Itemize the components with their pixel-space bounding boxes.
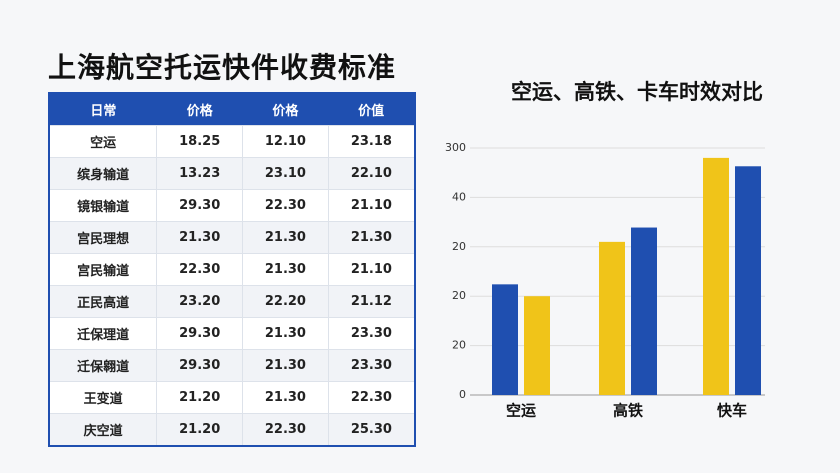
y-tick-label: 20 [452,240,466,253]
table-cell: 29.30 [156,189,244,222]
table-cell: 王变道 [48,381,158,414]
table-cell: 22.30 [242,413,329,447]
x-tick-label: 空运 [506,402,536,420]
table-cell: 21.30 [156,221,244,254]
y-tick-label: 20 [452,289,466,302]
bar [735,166,761,395]
table-cell: 18.25 [156,125,244,158]
table-cell: 21.20 [156,381,244,414]
table-cell: 22.10 [327,157,416,190]
table-cell: 29.30 [156,317,244,350]
bar [524,296,550,395]
table-cell: 21.12 [327,285,416,318]
table-cell: 21.30 [242,381,329,414]
page-title: 上海航空托运快件收费标准 [48,51,397,84]
header-cell: 日常 [49,93,157,126]
header-cell: 价格 [242,93,329,126]
table-cell: 22.30 [242,189,329,222]
table-cell: 宫民输道 [48,253,158,286]
table-cell: 23.20 [156,285,244,318]
table-cell: 庆空道 [48,413,158,447]
y-tick-label: 0 [459,388,466,401]
y-tick-label: 20 [452,339,466,352]
table-cell: 23.10 [242,157,329,190]
fee-table: 日常 价格 价格 价值 空运 18.25 12.10 23.18 缤身输道 13.23 23.10 2… [48,92,416,447]
table-row: 缤身输道 13.23 23.10 22.10 [48,157,416,190]
table-cell: 25.30 [327,413,416,447]
table-row: 迁保理道 29.30 21.30 23.30 [48,317,416,350]
x-tick-label: 快车 [717,402,747,420]
chart-title: 空运、高铁、卡车时效对比 [511,80,763,104]
table-cell: 23.30 [327,317,416,350]
table-cell: 迁保理道 [48,317,158,350]
table-cell: 空运 [48,125,158,158]
table-cell: 缤身输道 [48,157,158,190]
table-cell: 13.23 [156,157,244,190]
table-header: 日常 价格 价格 价值 [49,93,415,126]
table-cell: 21.30 [242,349,329,382]
y-tick-label: 40 [452,190,466,203]
table-row: 迁保翱道 29.30 21.30 23.30 [48,349,416,382]
table-cell: 22.30 [327,381,416,414]
table-row: 镜银输道 29.30 22.30 21.10 [48,189,416,222]
table-cell: 宫民理想 [48,221,158,254]
table-cell: 29.30 [156,349,244,382]
table-cell: 21.20 [156,413,244,447]
table-cell: 21.30 [242,253,329,286]
table-cell: 21.30 [242,317,329,350]
table-cell: 迁保翱道 [48,349,158,382]
y-tick-label: 300 [445,141,466,154]
bar [631,227,657,395]
bar [492,284,518,395]
bar [599,241,625,395]
x-tick-label: 高铁 [613,402,643,420]
table-cell: 22.20 [242,285,329,318]
table-row: 宫民输道 22.30 21.30 21.10 [48,253,416,286]
table-row: 王变道 21.20 21.30 22.30 [48,381,416,414]
table-row: 正民高道 23.20 22.20 21.12 [48,285,416,318]
table-cell: 21.10 [327,253,416,286]
bar [703,157,729,395]
header-cell: 价值 [328,93,415,126]
table-row: 庆空道 21.20 22.30 25.30 [48,413,416,447]
header-cell: 价格 [156,93,243,126]
table-cell: 镜银输道 [48,189,158,222]
table-cell: 21.10 [327,189,416,222]
table-cell: 正民高道 [48,285,158,318]
